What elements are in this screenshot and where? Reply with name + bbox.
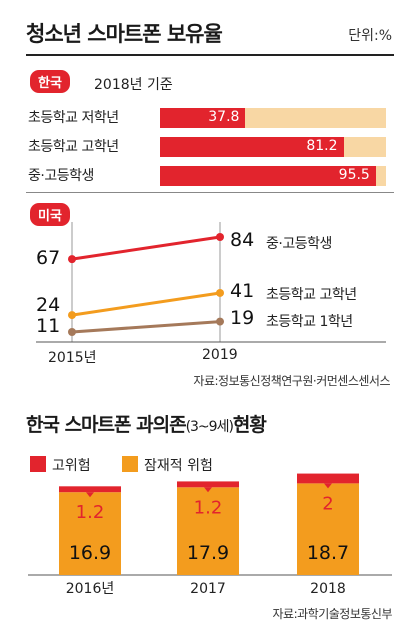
korea-basis: 2018년 기준 bbox=[94, 77, 173, 93]
korea-bar-track: 37.8 bbox=[160, 108, 386, 128]
unit-label: 단위:% bbox=[348, 28, 392, 44]
stack-label-potential: 17.9 bbox=[187, 542, 229, 564]
stack-bar-high bbox=[59, 486, 121, 493]
usa-point bbox=[216, 317, 224, 326]
stack-label-high: 1.2 bbox=[194, 497, 223, 518]
stack-bars: 1.2 16.9 2016년 1.2 17.9 2017 2 18.7 2018 bbox=[28, 473, 392, 597]
stack-x-label: 2018 bbox=[310, 581, 346, 597]
usa-series-line bbox=[71, 291, 221, 317]
usa-start-value: 24 bbox=[36, 294, 61, 316]
stack-bar-potential bbox=[59, 492, 121, 575]
usa-end-value: 41 bbox=[230, 280, 255, 302]
legend-swatch bbox=[30, 456, 46, 472]
usa-series-label: 초등학교 고학년 bbox=[266, 287, 357, 303]
section2-title: 한국 스마트폰 과의존(3~9세)현황 bbox=[26, 410, 267, 437]
stack-bar-high bbox=[177, 481, 239, 488]
korea-bar: 95.5 bbox=[160, 166, 376, 186]
legend-swatch bbox=[122, 456, 138, 472]
stack-label-potential: 18.7 bbox=[307, 542, 349, 564]
stack-label-high: 1.2 bbox=[76, 502, 105, 523]
korea-bar: 37.8 bbox=[160, 108, 246, 128]
usa-point bbox=[68, 328, 76, 336]
usa-series-label: 중·고등학생 bbox=[266, 236, 332, 252]
usa-series-line bbox=[71, 235, 221, 261]
usa-point bbox=[68, 311, 76, 320]
usa-start-value: 11 bbox=[36, 315, 61, 337]
stack-label-potential: 16.9 bbox=[69, 542, 111, 564]
source-note: 자료:정보통신정책연구원·커먼센스센서스 bbox=[193, 374, 390, 388]
section-divider bbox=[26, 192, 394, 193]
stack-x-label: 2016년 bbox=[66, 581, 115, 597]
usa-series-label: 초등학교 1학년 bbox=[266, 314, 353, 330]
korea-bar-label: 중·고등학생 bbox=[28, 168, 94, 184]
section2-title-sub: (3~9세) bbox=[185, 419, 234, 435]
korea-bar-track: 81.2 bbox=[160, 137, 386, 157]
korea-badge: 한국 bbox=[30, 70, 70, 93]
usa-x-label: 2019 bbox=[202, 347, 238, 363]
usa-point bbox=[216, 233, 224, 241]
stack-bar-high bbox=[297, 473, 359, 484]
usa-x-label: 2015년 bbox=[48, 350, 97, 366]
usa-end-value: 19 bbox=[230, 307, 255, 329]
usa-badge: 미국 bbox=[30, 203, 70, 226]
stack-bar-potential bbox=[177, 487, 239, 575]
source-note: 자료:과학기술정보통신부 bbox=[272, 607, 393, 621]
legend-label: 고위험 bbox=[52, 458, 91, 474]
usa-point bbox=[68, 255, 76, 264]
dependence-stacked-chart: 1.2 16.9 2016년 1.2 17.9 2017 2 18.7 2018 bbox=[28, 473, 392, 597]
stack-pointer bbox=[204, 487, 212, 493]
usa-line-chart bbox=[36, 222, 386, 343]
stack-bar-potential bbox=[297, 483, 359, 575]
usa-series-line bbox=[71, 320, 221, 334]
korea-bar: 81.2 bbox=[160, 137, 344, 157]
section2-title-main: 한국 스마트폰 과의존 bbox=[26, 414, 187, 436]
usa-point bbox=[216, 288, 224, 297]
title-divider bbox=[26, 54, 394, 56]
korea-bar-label: 초등학교 저학년 bbox=[28, 110, 119, 126]
usa-lines bbox=[68, 233, 224, 336]
korea-bar-value: 95.5 bbox=[338, 167, 370, 183]
stack-label-high: 2 bbox=[322, 493, 333, 514]
stack-pointer bbox=[324, 483, 332, 489]
korea-bar-label: 초등학교 고학년 bbox=[28, 139, 119, 155]
usa-start-value: 67 bbox=[36, 247, 61, 269]
usa-end-value: 84 bbox=[230, 229, 255, 251]
korea-bar-value: 37.8 bbox=[208, 109, 240, 125]
stack-x-label: 2017 bbox=[190, 581, 226, 597]
korea-bar-value: 81.2 bbox=[306, 138, 338, 154]
legend-label: 잠재적 위험 bbox=[144, 458, 213, 474]
section2-title-tail: 현황 bbox=[232, 414, 267, 436]
korea-bar-track: 95.5 bbox=[160, 166, 386, 186]
main-title: 청소년 스마트폰 보유율 bbox=[26, 22, 223, 46]
stack-pointer bbox=[86, 492, 94, 498]
